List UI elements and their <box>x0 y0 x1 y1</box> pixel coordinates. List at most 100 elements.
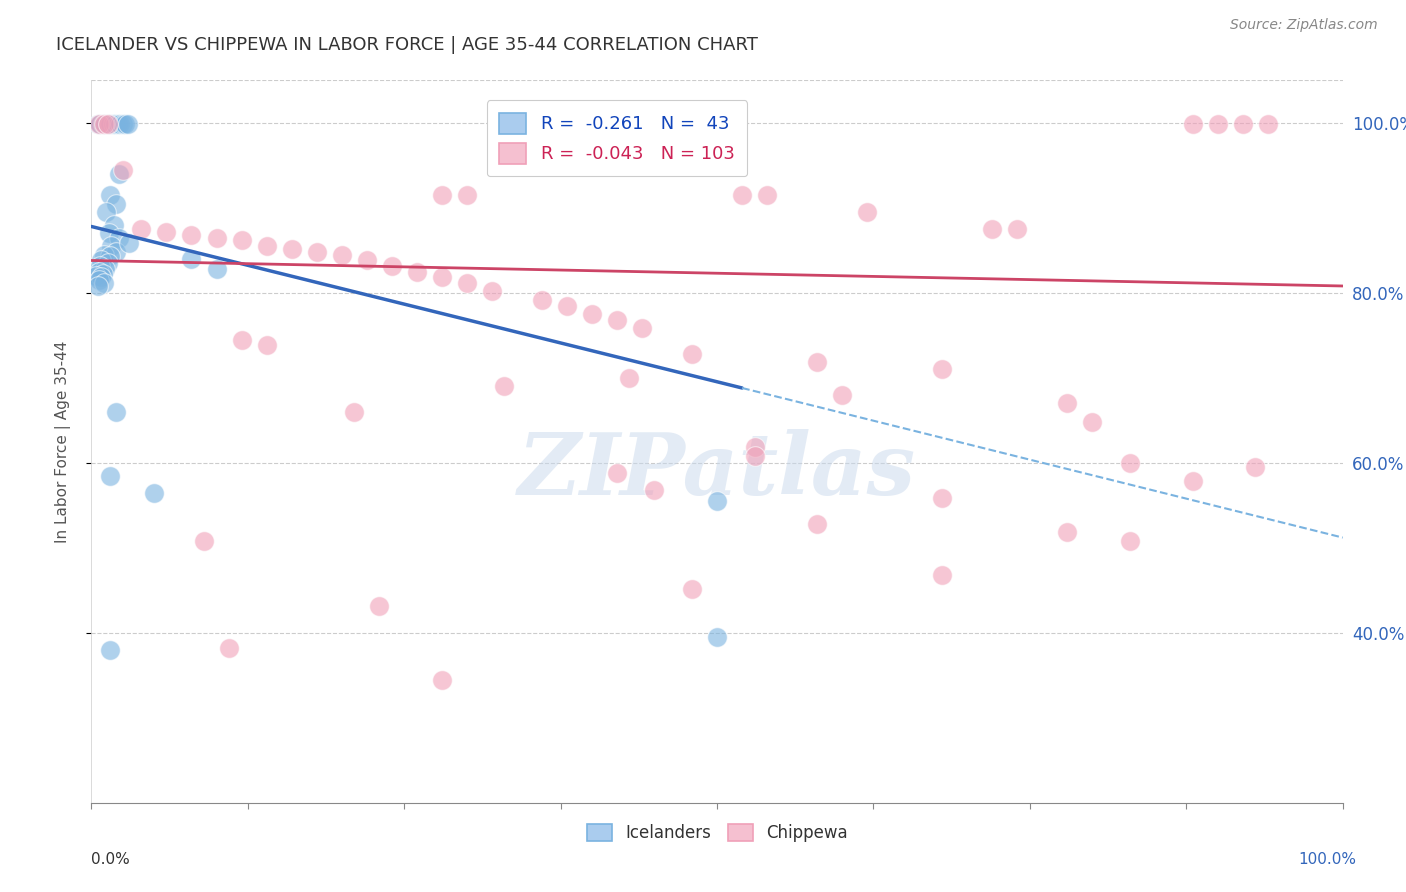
Point <box>931 362 953 376</box>
Point <box>606 313 628 327</box>
Point <box>107 117 129 131</box>
Point <box>86 117 108 131</box>
Point <box>744 449 766 463</box>
Point <box>93 247 115 261</box>
Point <box>1206 117 1229 131</box>
Point <box>806 355 828 369</box>
Point <box>430 188 453 202</box>
Point <box>706 630 728 644</box>
Point <box>631 321 654 335</box>
Point <box>731 188 754 202</box>
Point <box>931 568 953 582</box>
Point <box>456 276 478 290</box>
Point <box>98 117 121 131</box>
Point <box>430 673 453 687</box>
Point <box>931 491 953 506</box>
Point <box>104 117 127 131</box>
Point <box>96 205 118 219</box>
Point <box>1056 396 1078 410</box>
Point <box>86 268 108 283</box>
Text: 100.0%: 100.0% <box>1299 852 1357 867</box>
Point <box>180 227 202 242</box>
Point <box>105 244 128 259</box>
Point <box>86 279 108 293</box>
Point <box>256 338 278 352</box>
Point <box>555 299 578 313</box>
Point <box>93 117 115 131</box>
Point <box>481 284 503 298</box>
Point <box>1257 117 1279 131</box>
Point <box>97 117 120 131</box>
Text: 0.0%: 0.0% <box>91 852 131 867</box>
Point <box>456 188 478 202</box>
Point <box>305 244 328 259</box>
Point <box>90 270 112 285</box>
Point <box>218 641 240 656</box>
Point <box>108 230 131 244</box>
Point <box>806 516 828 531</box>
Point <box>530 293 553 307</box>
Point <box>91 267 114 281</box>
Point <box>105 196 128 211</box>
Point <box>681 347 703 361</box>
Legend: Icelanders, Chippewa: Icelanders, Chippewa <box>581 817 853 848</box>
Point <box>231 333 253 347</box>
Point <box>89 117 111 131</box>
Point <box>856 205 879 219</box>
Y-axis label: In Labor Force | Age 35-44: In Labor Force | Age 35-44 <box>55 341 70 542</box>
Point <box>756 188 779 202</box>
Point <box>193 533 215 548</box>
Point <box>681 582 703 596</box>
Point <box>1119 533 1142 548</box>
Point <box>1181 117 1204 131</box>
Point <box>581 307 603 321</box>
Point <box>981 222 1004 236</box>
Point <box>98 188 121 202</box>
Point <box>97 227 120 241</box>
Point <box>512 117 534 131</box>
Point <box>131 222 153 236</box>
Point <box>103 218 125 232</box>
Point <box>1181 475 1204 489</box>
Point <box>98 249 121 263</box>
Point <box>87 264 110 278</box>
Point <box>114 117 136 131</box>
Point <box>231 233 253 247</box>
Point <box>98 642 121 657</box>
Point <box>368 599 391 613</box>
Point <box>118 236 141 251</box>
Point <box>430 270 453 285</box>
Point <box>90 253 112 268</box>
Point <box>143 485 166 500</box>
Point <box>100 239 122 253</box>
Point <box>606 466 628 480</box>
Point <box>706 494 728 508</box>
Point <box>205 230 228 244</box>
Point <box>105 405 128 419</box>
Point <box>108 167 131 181</box>
Point <box>330 248 353 262</box>
Point <box>87 273 110 287</box>
Point <box>343 405 366 419</box>
Point <box>94 117 117 131</box>
Text: ICELANDER VS CHIPPEWA IN LABOR FORCE | AGE 35-44 CORRELATION CHART: ICELANDER VS CHIPPEWA IN LABOR FORCE | A… <box>56 36 758 54</box>
Text: Source: ZipAtlas.com: Source: ZipAtlas.com <box>1230 18 1378 32</box>
Point <box>356 253 378 268</box>
Point <box>1081 415 1104 429</box>
Point <box>117 117 139 131</box>
Point <box>108 117 131 131</box>
Point <box>744 441 766 455</box>
Point <box>619 371 641 385</box>
Point <box>1056 525 1078 540</box>
Point <box>831 388 853 402</box>
Point <box>180 252 202 266</box>
Point <box>87 117 110 131</box>
Point <box>101 117 124 131</box>
Point <box>89 259 111 273</box>
Text: ZIPatlas: ZIPatlas <box>517 429 917 512</box>
Point <box>1007 222 1029 236</box>
Point <box>94 262 117 277</box>
Point <box>381 259 404 273</box>
Point <box>280 242 302 256</box>
Point <box>1232 117 1254 131</box>
